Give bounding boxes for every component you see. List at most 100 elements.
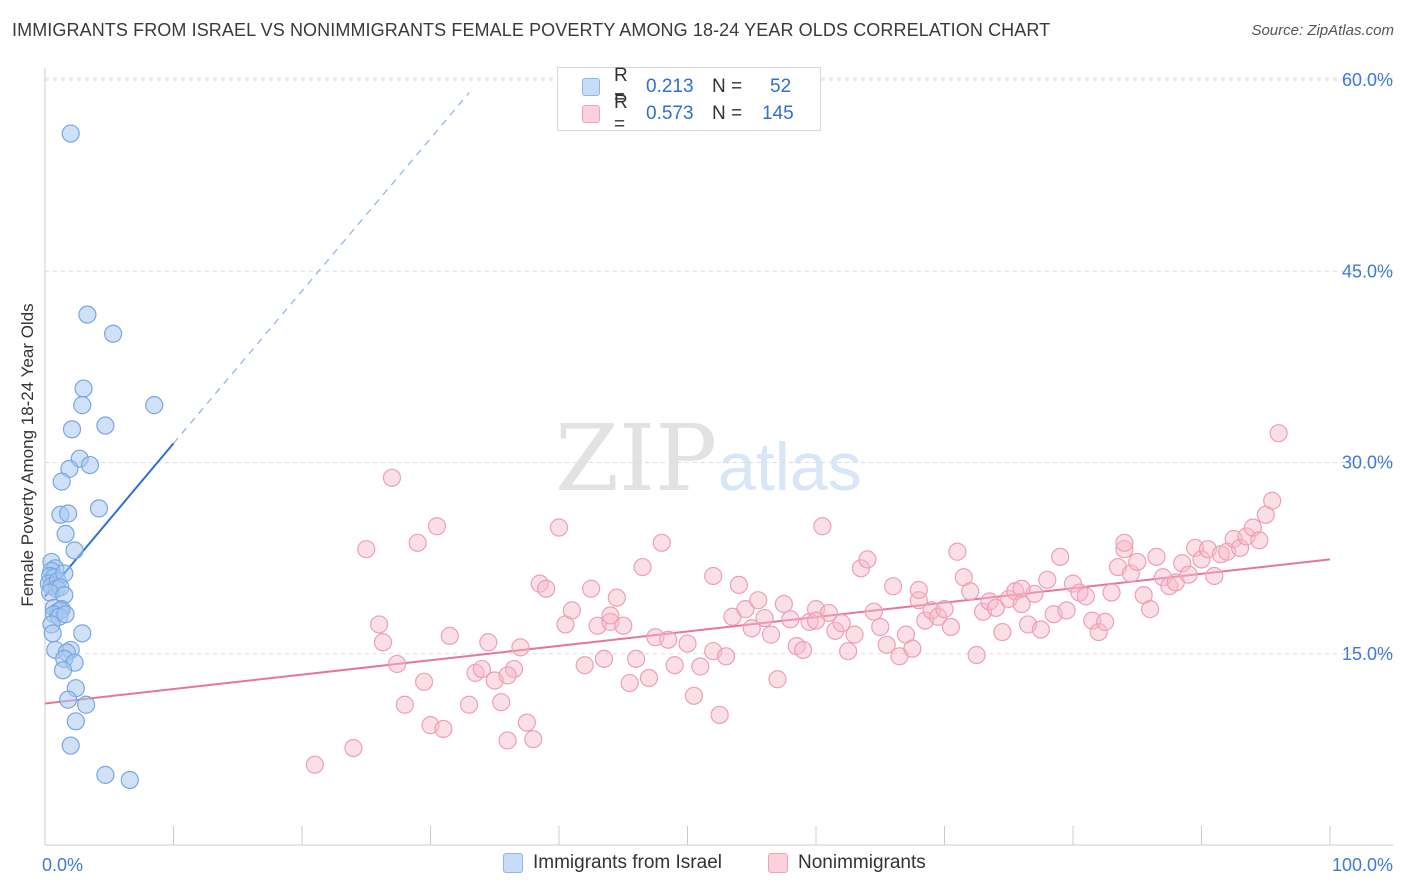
point-nonimmigrants: [524, 730, 543, 749]
point-nonimmigrants: [1063, 574, 1083, 593]
point-nonimmigrants: [1102, 583, 1121, 602]
point-nonimmigrants: [986, 598, 1006, 617]
x-tick-label: 0.0%: [42, 855, 83, 875]
point-nonimmigrants: [652, 533, 671, 552]
point-nonimmigrants: [967, 645, 986, 665]
point-nonimmigrants: [344, 738, 363, 758]
watermark-atlas: atlas: [718, 429, 862, 505]
y-tick-label: 45.0%: [1342, 261, 1393, 281]
x-tick-label: 100.0%: [1332, 855, 1393, 875]
point-nonimmigrants: [492, 693, 511, 712]
stats-legend: R = 0.213 N = 52 R = 0.573 N = 145: [557, 65, 821, 135]
point-nonimmigrants: [1192, 550, 1211, 569]
point-nonimmigrants: [382, 468, 402, 487]
point-immigrants: [80, 455, 100, 475]
point-nonimmigrants: [1230, 538, 1250, 558]
point-nonimmigrants: [806, 611, 826, 630]
point-nonimmigrants: [1185, 538, 1205, 558]
point-immigrants: [59, 690, 78, 709]
point-immigrants: [96, 416, 115, 435]
point-nonimmigrants: [408, 533, 427, 552]
legend-item-immigrants: Immigrants from Israel: [503, 852, 722, 874]
point-nonimmigrants: [614, 616, 633, 635]
point-nonimmigrants: [1076, 587, 1095, 606]
point-nonimmigrants: [729, 575, 749, 595]
point-immigrants: [56, 524, 75, 544]
point-nonimmigrants: [1012, 594, 1031, 614]
point-immigrants: [77, 695, 96, 714]
point-immigrants: [62, 420, 82, 439]
point-nonimmigrants: [665, 656, 684, 675]
point-nonimmigrants: [1250, 531, 1269, 550]
n-label: N =: [712, 76, 743, 97]
point-nonimmigrants: [427, 517, 447, 536]
point-nonimmigrants: [678, 634, 697, 653]
point-nonimmigrants: [858, 550, 877, 569]
point-nonimmigrants: [961, 582, 980, 601]
trend-lines: [44, 92, 1331, 705]
legend-label: Nonimmigrants: [798, 852, 926, 873]
point-nonimmigrants: [877, 635, 896, 654]
point-nonimmigrants: [549, 518, 569, 537]
point-nonimmigrants: [704, 566, 723, 586]
point-immigrants: [53, 661, 73, 680]
point-nonimmigrants: [633, 557, 652, 577]
y-tick-label: 15.0%: [1342, 644, 1393, 664]
point-nonimmigrants: [472, 659, 491, 679]
point-nonimmigrants: [440, 626, 459, 646]
chart-title: IMMIGRANTS FROM ISRAEL VS NONIMMIGRANTS …: [12, 20, 1051, 40]
point-immigrants: [120, 770, 139, 790]
point-nonimmigrants: [941, 617, 961, 637]
point-nonimmigrants: [736, 600, 755, 619]
point-nonimmigrants: [768, 670, 787, 689]
y-tick-label: 60.0%: [1342, 70, 1393, 90]
point-nonimmigrants: [871, 617, 890, 637]
point-nonimmigrants: [794, 640, 813, 660]
legend-item-nonimmigrants: Nonimmigrants: [768, 852, 926, 874]
point-nonimmigrants: [511, 638, 530, 657]
point-nonimmigrants: [498, 731, 517, 750]
point-nonimmigrants: [459, 695, 479, 714]
point-nonimmigrants: [1115, 533, 1134, 552]
point-nonimmigrants: [839, 642, 858, 661]
point-nonimmigrants: [620, 673, 639, 693]
legend-label: Immigrants from Israel: [533, 852, 722, 873]
point-nonimmigrants: [761, 625, 781, 644]
point-nonimmigrants: [626, 649, 646, 668]
point-immigrants: [66, 712, 85, 731]
point-nonimmigrants: [993, 622, 1012, 642]
point-nonimmigrants: [601, 606, 620, 625]
y-tick-label: 30.0%: [1342, 453, 1393, 473]
point-nonimmigrants: [357, 540, 376, 559]
point-nonimmigrants: [1128, 552, 1147, 572]
point-nonimmigrants: [1096, 612, 1115, 631]
point-immigrants: [61, 736, 80, 755]
point-nonimmigrants: [1038, 570, 1057, 589]
point-nonimmigrants: [742, 619, 761, 638]
stats-row-nonimmigrants: R = 0.573 N = 145: [582, 92, 794, 135]
point-nonimmigrants: [1269, 424, 1288, 443]
r-label: R =: [614, 65, 628, 108]
point-nonimmigrants: [749, 591, 768, 610]
blue-swatch-icon: [582, 78, 600, 96]
point-nonimmigrants: [845, 625, 864, 644]
point-nonimmigrants: [414, 672, 434, 691]
point-nonimmigrants: [370, 615, 389, 634]
watermark-zip: ZIP: [555, 405, 717, 512]
point-nonimmigrants: [1121, 564, 1140, 583]
point-nonimmigrants: [434, 719, 453, 739]
point-nonimmigrants: [575, 656, 594, 675]
y-axis-label: Female Poverty Among 18-24 Year Olds: [18, 303, 37, 606]
point-nonimmigrants: [883, 577, 903, 596]
point-nonimmigrants: [781, 610, 800, 629]
point-nonimmigrants: [1031, 620, 1050, 639]
point-immigrants: [43, 624, 62, 643]
point-nonimmigrants: [1140, 600, 1160, 619]
n-value: 145: [762, 103, 794, 124]
point-immigrants: [65, 541, 84, 560]
point-immigrants: [59, 504, 78, 523]
point-nonimmigrants: [387, 654, 407, 674]
stats-row-immigrants: R = 0.213 N = 52: [582, 65, 791, 108]
point-immigrants: [73, 624, 92, 643]
